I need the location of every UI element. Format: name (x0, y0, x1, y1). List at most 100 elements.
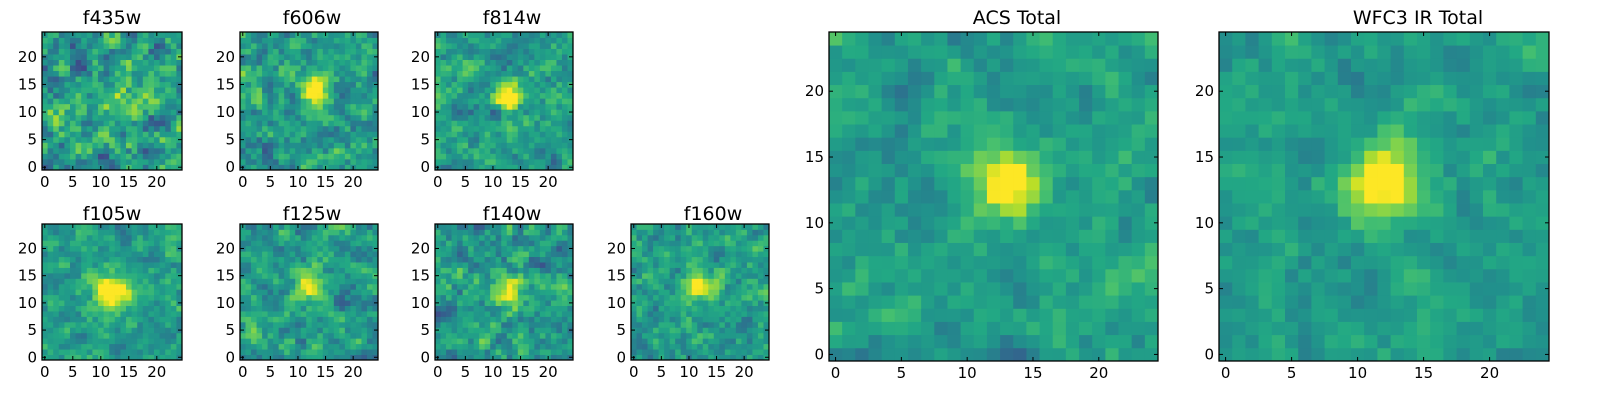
heatmap-cell (534, 251, 541, 258)
heatmap-cell (170, 251, 177, 258)
heatmap-cell (322, 327, 329, 334)
panel-title: f140w (483, 203, 542, 225)
heatmap-cell (126, 289, 132, 296)
heatmap-cell (746, 256, 753, 263)
heatmap-cell (451, 338, 458, 345)
heatmap-cell (545, 54, 552, 60)
heatmap-cell (267, 234, 274, 241)
heatmap-cell (86, 70, 93, 77)
heatmap-cell (311, 234, 318, 241)
heatmap-cell (675, 305, 682, 312)
heatmap-cell (159, 278, 166, 285)
heatmap-cell (366, 349, 373, 355)
heatmap-cell (103, 114, 110, 121)
heatmap-cell (317, 327, 324, 334)
heatmap-cell (333, 354, 340, 361)
heatmap-cell (446, 224, 452, 230)
heatmap-cell (697, 262, 704, 268)
heatmap-cell (267, 294, 274, 301)
heatmap-cell (451, 65, 458, 72)
heatmap-cell (440, 267, 447, 274)
heatmap-cell (534, 294, 541, 301)
heatmap-cell (245, 43, 252, 49)
heatmap-cell (686, 245, 693, 252)
heatmap-cell (550, 54, 557, 60)
heatmap-cell (148, 54, 155, 60)
heatmap-cell (934, 282, 948, 296)
heatmap-cell (691, 294, 698, 301)
heatmap-cell (58, 343, 65, 350)
heatmap-cell (126, 332, 132, 339)
heatmap-cell (64, 59, 71, 66)
heatmap-cell (126, 251, 132, 258)
heatmap-cell (300, 229, 307, 236)
x-tick-label: 20 (539, 173, 558, 191)
heatmap-cell (148, 164, 155, 171)
heatmap-cell (366, 278, 373, 285)
heatmap-cell (355, 343, 362, 350)
heatmap-cell (567, 229, 574, 236)
heatmap-cell (713, 343, 720, 350)
heatmap-cell (1052, 282, 1067, 296)
heatmap-cell (273, 224, 280, 230)
heatmap-cell (58, 109, 65, 116)
heatmap-cell (539, 98, 546, 105)
heatmap-cell (647, 267, 654, 274)
heatmap-cell (457, 229, 463, 236)
heatmap-cell (137, 332, 144, 339)
heatmap-cell (539, 142, 546, 149)
heatmap-cell (479, 327, 486, 334)
heatmap-cell (528, 59, 535, 66)
heatmap-cell (539, 300, 546, 306)
heatmap-cell (1065, 255, 1080, 270)
heatmap-cell (70, 256, 76, 263)
heatmap-cell (245, 92, 252, 99)
heatmap-cell (457, 164, 463, 171)
heatmap-cell (159, 311, 166, 317)
heatmap-cell (278, 321, 285, 328)
heatmap-cell (702, 272, 709, 279)
heatmap-cell (120, 147, 127, 154)
heatmap-cell (435, 278, 441, 285)
heatmap-cell (306, 251, 313, 258)
heatmap-cell (490, 311, 497, 317)
heatmap-cell (550, 32, 557, 38)
heatmap-cell (741, 251, 748, 258)
heatmap-cell (273, 327, 280, 334)
heatmap-cell (746, 343, 753, 350)
heatmap-cell (680, 294, 687, 301)
heatmap-cell (523, 240, 530, 247)
heatmap-cell (154, 81, 160, 88)
heatmap-cell (534, 321, 541, 328)
heatmap-cell (251, 32, 257, 38)
heatmap-cell (75, 37, 82, 44)
heatmap-cell (473, 234, 480, 241)
heatmap-cell (114, 240, 121, 247)
heatmap-cell (506, 240, 513, 247)
heatmap-cell (333, 114, 340, 121)
heatmap-cell (534, 98, 541, 105)
heatmap-cell (1026, 282, 1040, 296)
heatmap-cell (53, 349, 60, 355)
heatmap-cell (317, 109, 324, 116)
heatmap-cell (333, 283, 340, 290)
heatmap-cell (829, 150, 843, 164)
heatmap-cell (702, 283, 709, 290)
heatmap-cell (669, 354, 676, 361)
heatmap-cell (528, 321, 535, 328)
heatmap-cell (1131, 176, 1146, 191)
heatmap-cell (322, 109, 329, 116)
heatmap-cell (523, 349, 530, 355)
heatmap-cell (512, 332, 519, 339)
heatmap-cell (366, 240, 373, 247)
heatmap-cell (501, 305, 508, 312)
heatmap-cell (741, 267, 748, 274)
heatmap-cell (1013, 268, 1027, 283)
heatmap-cell (550, 109, 557, 116)
heatmap-cell (523, 92, 530, 99)
heatmap-cell (98, 305, 104, 312)
heatmap-cell (256, 321, 263, 328)
heatmap-cell (355, 321, 362, 328)
heatmap-cell (534, 92, 541, 99)
heatmap-cell (435, 142, 441, 149)
